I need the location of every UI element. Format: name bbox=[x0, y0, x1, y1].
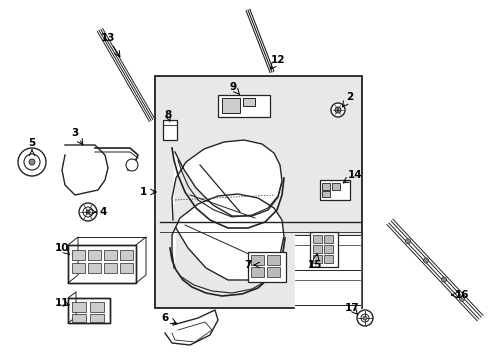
Circle shape bbox=[441, 277, 446, 282]
Circle shape bbox=[83, 207, 93, 217]
Polygon shape bbox=[62, 145, 108, 195]
Polygon shape bbox=[172, 194, 284, 280]
Bar bbox=[222, 98, 240, 113]
Circle shape bbox=[334, 107, 340, 113]
Bar bbox=[312, 255, 321, 263]
Circle shape bbox=[29, 159, 35, 165]
Bar bbox=[72, 263, 85, 273]
Text: 8: 8 bbox=[164, 110, 171, 120]
Bar bbox=[104, 250, 117, 260]
Bar bbox=[321, 191, 329, 197]
Text: 16: 16 bbox=[454, 290, 468, 300]
Bar bbox=[72, 302, 86, 312]
Polygon shape bbox=[164, 310, 218, 345]
Bar bbox=[90, 314, 104, 322]
Bar bbox=[68, 245, 136, 283]
Text: 2: 2 bbox=[346, 92, 353, 102]
Circle shape bbox=[423, 258, 427, 263]
Bar bbox=[331, 183, 339, 190]
Circle shape bbox=[330, 103, 345, 117]
Circle shape bbox=[86, 210, 90, 214]
Text: 12: 12 bbox=[270, 55, 285, 65]
Text: 5: 5 bbox=[28, 138, 36, 148]
Bar bbox=[309, 232, 337, 267]
Text: 13: 13 bbox=[101, 33, 115, 43]
Circle shape bbox=[24, 154, 40, 170]
Bar bbox=[312, 245, 321, 253]
Circle shape bbox=[18, 148, 46, 176]
Bar bbox=[120, 250, 133, 260]
Circle shape bbox=[126, 159, 138, 171]
Bar bbox=[324, 235, 332, 243]
Text: 4: 4 bbox=[99, 207, 106, 217]
Bar bbox=[266, 255, 280, 265]
Polygon shape bbox=[294, 235, 359, 310]
Bar bbox=[243, 98, 254, 106]
Bar bbox=[266, 267, 280, 277]
Text: 14: 14 bbox=[347, 170, 362, 180]
Circle shape bbox=[405, 239, 409, 244]
Text: 10: 10 bbox=[55, 243, 69, 253]
Bar bbox=[104, 263, 117, 273]
Text: 17: 17 bbox=[344, 303, 359, 313]
Bar bbox=[88, 250, 101, 260]
Bar bbox=[250, 267, 264, 277]
Circle shape bbox=[362, 316, 366, 320]
Bar bbox=[218, 95, 269, 117]
Bar bbox=[68, 245, 136, 283]
Bar bbox=[72, 250, 85, 260]
Bar bbox=[68, 298, 110, 323]
Text: 3: 3 bbox=[71, 128, 79, 138]
Circle shape bbox=[79, 203, 97, 221]
Bar bbox=[250, 255, 264, 265]
Text: 11: 11 bbox=[55, 298, 69, 308]
Bar bbox=[155, 76, 361, 308]
Bar bbox=[247, 252, 285, 282]
Text: 9: 9 bbox=[229, 82, 236, 92]
Bar bbox=[120, 263, 133, 273]
Circle shape bbox=[360, 314, 368, 322]
Circle shape bbox=[459, 296, 464, 301]
Text: 1: 1 bbox=[139, 187, 146, 197]
Bar bbox=[88, 263, 101, 273]
Bar bbox=[321, 183, 329, 190]
Text: 6: 6 bbox=[161, 313, 168, 323]
Text: 7: 7 bbox=[244, 260, 251, 270]
Text: 15: 15 bbox=[307, 260, 322, 270]
Bar bbox=[312, 235, 321, 243]
Circle shape bbox=[356, 310, 372, 326]
Bar bbox=[319, 180, 349, 200]
Bar bbox=[324, 245, 332, 253]
Polygon shape bbox=[172, 140, 282, 220]
Bar bbox=[72, 314, 86, 322]
Bar bbox=[324, 255, 332, 263]
Bar bbox=[163, 120, 177, 140]
Bar bbox=[90, 302, 104, 312]
